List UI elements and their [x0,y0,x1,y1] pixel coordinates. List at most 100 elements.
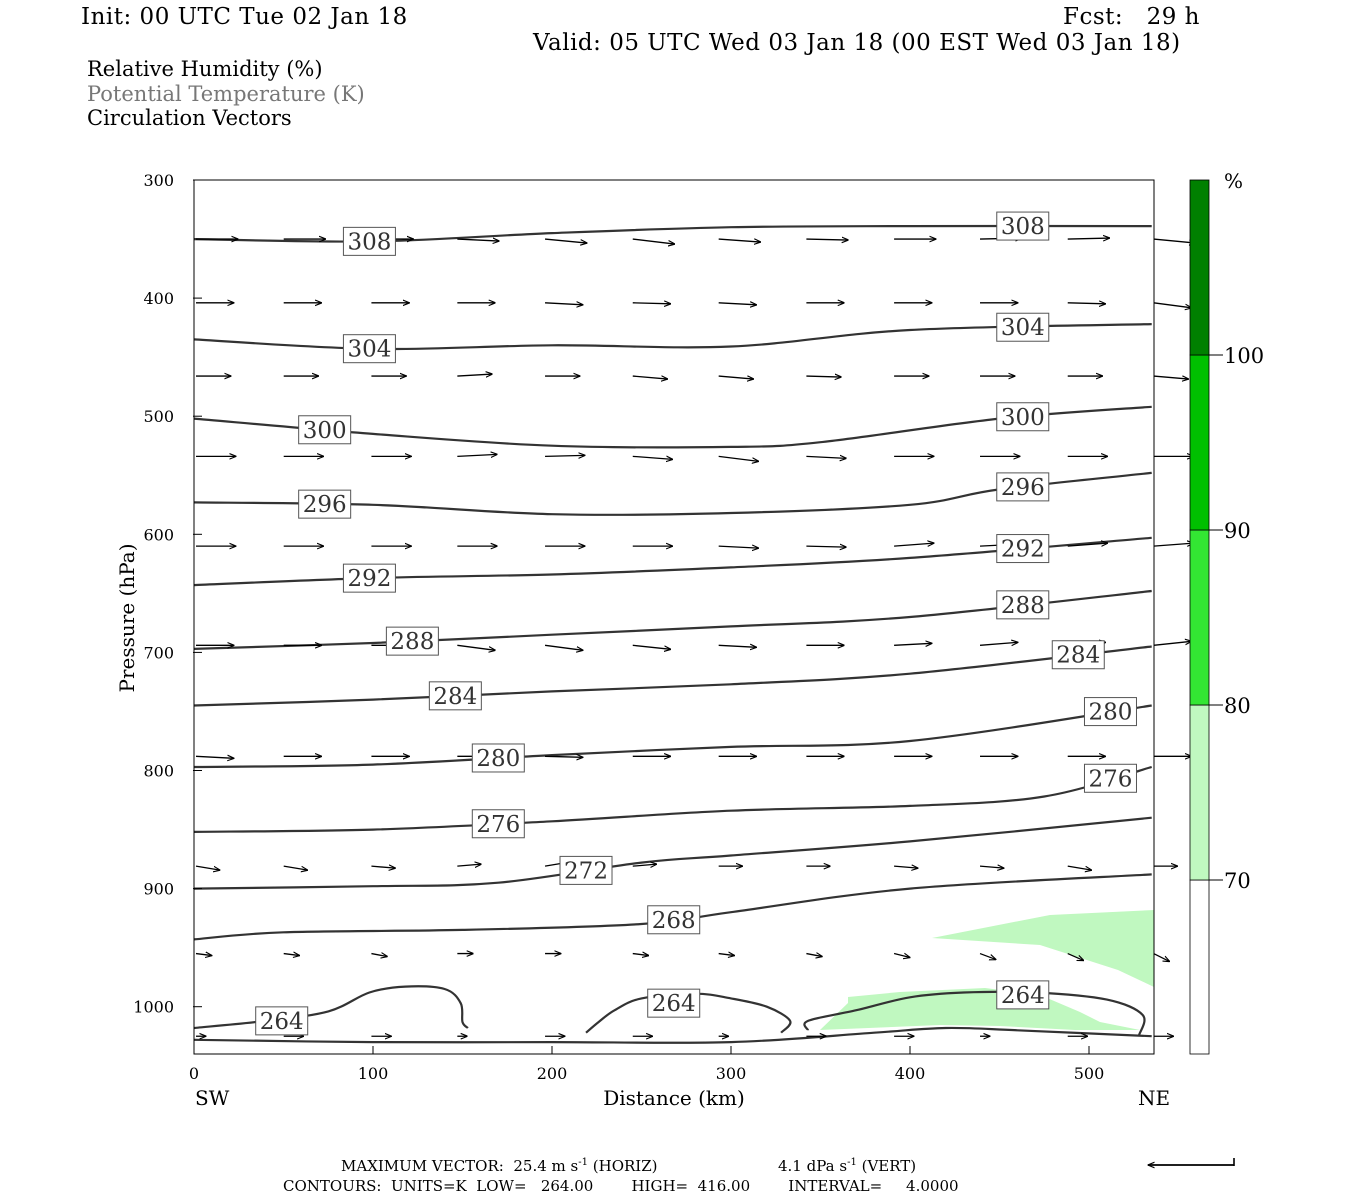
circulation-vector [893,954,910,958]
circulation-vector [632,303,671,304]
y-tick-label: 400 [143,289,174,308]
contour-label-284: 284 [433,684,477,710]
contour-label-box-264 [255,1006,309,1036]
contour-label-296: 296 [303,492,347,518]
circulation-vector [806,456,846,458]
contour-label-300: 300 [1001,405,1045,431]
contour-label-264: 264 [260,1009,304,1035]
init-time: Init: 00 UTC Tue 02 Jan 18 [81,4,408,30]
circulation-vector [544,238,587,243]
x-tick-label: 300 [716,1064,747,1083]
y-tick-label: 500 [143,407,174,426]
colorbar-segment [1189,354,1210,531]
circulation-vector [718,546,759,548]
contour-label-box-300 [298,415,352,445]
circulation-vector [632,954,649,956]
legend-relative-humidity: Relative Humidity (%) [87,57,323,81]
max-vector-horiz-label: (HORIZ) [592,1157,658,1175]
circulation-vector [979,642,1018,645]
contour-label-box-288 [385,626,439,656]
legend-circulation-vectors: Circulation Vectors [87,106,292,130]
contour-label-264: 264 [1001,983,1045,1009]
contour-label-304: 304 [347,337,391,363]
circulation-vector [457,239,499,241]
reference-vector [1148,1158,1235,1166]
colorbar-level-label: 90 [1224,519,1251,543]
theta-contour-280 [193,704,1152,769]
contour-label-box-284 [428,681,482,711]
axes: 300 400 500 600 700 800 900 1000 0 100 200 300 400 50… [115,171,1170,1110]
circulation-vector [718,455,759,461]
colorbar-level-label: 80 [1224,694,1251,718]
circulation-vector [457,374,492,376]
circulation-vector [979,952,996,960]
circulation-vector [632,864,657,866]
x-tick-label: 500 [1074,1064,1105,1083]
legend-potential-temperature: Potential Temperature (K) [87,82,365,106]
contour-label-300: 300 [303,418,347,444]
contour-label-box-276 [471,809,525,839]
contour-label-292: 292 [1001,537,1045,563]
x-tick-label: 400 [895,1064,926,1083]
circulation-vector [806,376,841,377]
contour-label-box-296 [996,472,1050,502]
circulation-vector [718,954,735,956]
circulation-vector [718,376,754,379]
x-tick-label: 100 [358,1064,389,1083]
contour-label-box-264 [996,980,1050,1010]
theta-contour-268 [193,873,1152,941]
circulation-vector [1067,543,1108,546]
max-vector-vert: 4.1 dPa s-1 (VERT) [778,1157,917,1175]
x-axis-title: Distance (km) [603,1086,745,1110]
x-axis-right-end-label: NE [1138,1086,1170,1110]
contour-label-box-308 [996,211,1050,241]
circulation-vector [1153,543,1194,546]
theta-contour-264-segment [803,990,1146,1036]
circulation-vector [632,644,671,649]
circulation-vector [1067,238,1110,239]
y-axis-title: Pressure (hPa) [115,544,139,693]
colorbar-segment [1189,704,1210,881]
contour-label-288: 288 [1001,593,1045,619]
circulation-vector [545,756,583,757]
rh-70-region-upper [932,910,1154,987]
colorbar-segment [1189,179,1210,356]
contour-label-box-284 [1051,640,1105,670]
theta-contour-264-segment [193,1026,1152,1044]
max-vector-vert-label: (VERT) [861,1157,917,1175]
contour-label-308: 308 [347,229,391,255]
theta-contour-272 [193,816,1152,890]
circulation-vector [894,866,918,868]
contour-label-box-288 [996,590,1050,620]
colorbar-unit: % [1224,169,1243,193]
colorbar-segment [1189,529,1210,706]
contour-label-276: 276 [1089,766,1133,792]
circulation-vector [1153,641,1192,646]
circulation-vector [457,644,495,650]
x-axis-left-end-label: SW [195,1086,230,1110]
contours-info: CONTOURS: UNITS=K LOW= 264.00 HIGH= 416.… [283,1177,959,1195]
circulation-vector [894,543,934,546]
y-tick-label: 1000 [133,998,174,1017]
circulation-vector [195,756,234,758]
circulation-vector [806,239,848,240]
circulation-vector [1067,303,1106,304]
max-vector-line: MAXIMUM VECTOR: 25.4 m s-1 (HORIZ) [341,1157,658,1175]
circulation-vector [283,865,308,870]
circulation-vector [457,454,497,456]
relative-humidity-shading [820,910,1154,1030]
circulation-vector [632,238,675,244]
contour-label-272: 272 [564,858,608,884]
colorbar-level-label: 70 [1224,869,1251,893]
contour-label-292: 292 [347,566,391,592]
circulation-vector [371,954,387,957]
contour-labels: 308 308 304 304 300 300 296 296 292 292 288 288 284 2… [255,211,1137,1036]
contour-label-280: 280 [476,746,520,772]
contour-label-box-264 [647,988,701,1018]
circulation-vector [545,455,585,456]
max-vector-horiz-value: MAXIMUM VECTOR: 25.4 m s [341,1157,579,1175]
colorbar-segment [1189,879,1210,1055]
contour-label-box-272 [559,855,613,885]
circulation-vector [1067,952,1084,961]
